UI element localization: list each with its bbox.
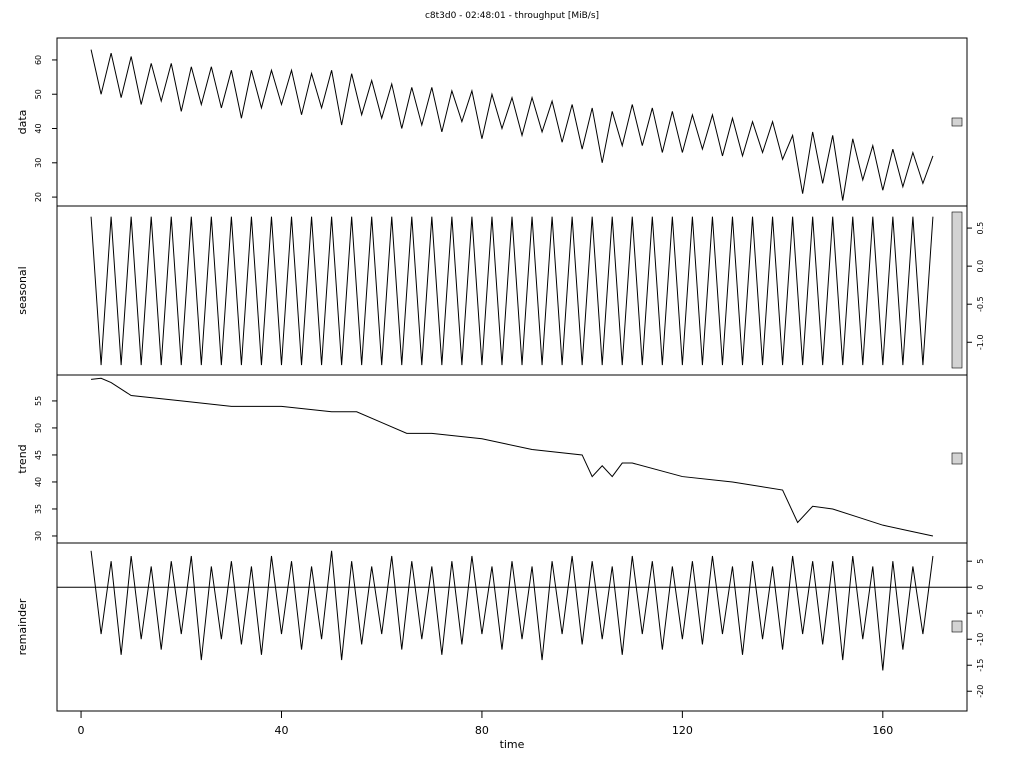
y-tick-label: -0.5 <box>976 296 985 312</box>
data-line <box>90 216 934 366</box>
panel-frame <box>56 374 968 544</box>
y-tick-label: 0.5 <box>976 222 985 235</box>
y-tick-label: 40 <box>34 477 43 487</box>
y-tick-label: 50 <box>34 423 43 433</box>
y-tick-label: 40 <box>34 123 43 133</box>
y-axis-label: trend <box>16 444 29 473</box>
y-tick-label: 0 <box>976 585 985 590</box>
data-line <box>90 550 934 671</box>
y-axis-label: remainder <box>16 598 29 655</box>
y-tick-label: 30 <box>34 531 43 541</box>
y-tick-label: 60 <box>34 55 43 65</box>
x-axis-label: time <box>500 738 525 751</box>
panel-frame <box>56 542 968 712</box>
y-tick-label: -20 <box>976 685 985 698</box>
range-bar <box>951 117 963 127</box>
y-tick-label: 55 <box>34 396 43 406</box>
y-axis-label: data <box>16 110 29 135</box>
y-tick-label: -10 <box>976 633 985 646</box>
panel-frame <box>56 37 968 207</box>
x-tick-label: 40 <box>274 724 288 737</box>
x-tick-label: 0 <box>78 724 85 737</box>
y-tick-label: 35 <box>34 504 43 514</box>
y-tick-label: 0.0 <box>976 260 985 273</box>
x-tick-label: 120 <box>672 724 693 737</box>
data-line <box>90 49 934 201</box>
y-tick-label: 50 <box>34 89 43 99</box>
y-axis-label: seasonal <box>16 266 29 314</box>
panel-frame <box>56 205 968 376</box>
y-tick-label: 45 <box>34 450 43 460</box>
y-tick-label: -15 <box>976 659 985 672</box>
range-bar <box>951 211 963 369</box>
y-tick-label: 20 <box>34 192 43 202</box>
y-tick-label: 30 <box>34 158 43 168</box>
range-bar <box>951 452 963 465</box>
data-line <box>91 377 934 537</box>
y-tick-label: -1.0 <box>976 334 985 350</box>
chart-title: c8t3d0 - 02:48:01 - throughput [MiB/s] <box>425 11 599 21</box>
y-tick-label: 5 <box>976 559 985 564</box>
x-tick-label: 160 <box>872 724 893 737</box>
range-bar <box>951 620 963 633</box>
y-tick-label: -5 <box>976 609 985 617</box>
x-tick-label: 80 <box>475 724 489 737</box>
